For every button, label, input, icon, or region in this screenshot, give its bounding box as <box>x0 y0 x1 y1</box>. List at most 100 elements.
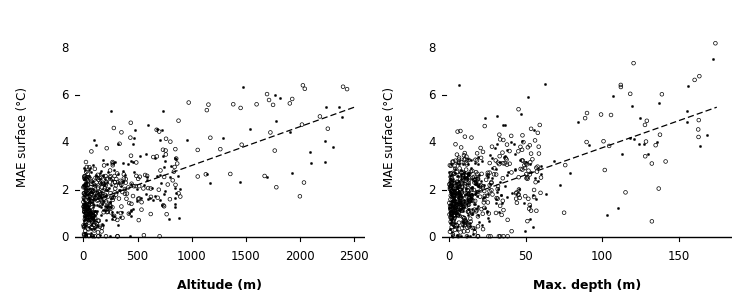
Point <box>456 176 468 181</box>
Point <box>444 197 456 202</box>
Point <box>84 212 96 217</box>
Point <box>82 226 94 231</box>
Point <box>85 191 97 196</box>
Point <box>450 211 462 216</box>
Point <box>448 212 460 217</box>
Point <box>460 204 472 209</box>
Point <box>447 170 459 175</box>
Point <box>493 234 505 239</box>
Point <box>100 194 112 199</box>
Point <box>444 212 456 216</box>
Point <box>89 193 101 198</box>
Point <box>444 169 456 174</box>
Point <box>90 183 102 188</box>
Point <box>142 122 154 127</box>
Point <box>498 137 509 142</box>
Point <box>464 192 476 197</box>
Point <box>459 176 471 181</box>
Point <box>98 179 110 184</box>
Point <box>449 170 461 175</box>
Point <box>158 203 170 208</box>
Point <box>115 184 127 189</box>
Point <box>444 177 456 182</box>
Point <box>460 219 472 224</box>
Point <box>80 192 92 196</box>
Point <box>512 192 524 197</box>
Point <box>452 213 464 218</box>
Point <box>447 234 459 239</box>
Point <box>81 180 93 185</box>
Point <box>471 151 483 156</box>
Point <box>518 140 530 145</box>
Point <box>106 212 118 217</box>
Point <box>466 168 478 173</box>
Point <box>156 127 168 132</box>
Point <box>453 155 465 160</box>
Point <box>459 220 471 225</box>
Point <box>116 130 128 135</box>
Point <box>457 173 469 178</box>
Point <box>169 164 181 169</box>
Point <box>472 203 484 208</box>
Point <box>83 225 95 230</box>
Point <box>515 167 527 171</box>
Point <box>119 192 131 196</box>
Point <box>502 234 514 239</box>
Point <box>96 181 108 186</box>
Point <box>481 209 493 214</box>
Point <box>294 194 306 199</box>
Point <box>79 202 91 207</box>
Point <box>170 182 182 187</box>
Point <box>445 202 457 207</box>
Point <box>78 199 90 204</box>
Point <box>88 228 100 233</box>
Point <box>517 158 529 163</box>
Point <box>710 41 722 46</box>
Point <box>492 160 504 165</box>
Point <box>107 161 119 166</box>
Point <box>583 142 595 147</box>
Point <box>93 171 105 176</box>
Text: 4: 4 <box>428 136 436 149</box>
Point <box>453 201 465 206</box>
Point <box>452 205 464 209</box>
Point <box>503 149 515 154</box>
Point <box>497 176 509 181</box>
Point <box>444 206 456 211</box>
Point <box>107 205 119 210</box>
Point <box>490 172 502 177</box>
Point <box>650 143 662 148</box>
Point <box>157 109 169 114</box>
Point <box>111 217 123 222</box>
Point <box>106 209 118 214</box>
Point <box>693 74 705 79</box>
Point <box>444 220 456 225</box>
Point <box>108 174 120 178</box>
Point <box>505 140 517 144</box>
Point <box>491 196 503 201</box>
Point <box>521 162 533 167</box>
Point <box>447 206 459 211</box>
Point <box>627 137 639 142</box>
Point <box>78 191 90 196</box>
Point <box>462 172 474 177</box>
Point <box>155 168 167 173</box>
Point <box>707 57 719 61</box>
Point <box>93 192 105 197</box>
Point <box>319 139 331 144</box>
Point <box>130 160 142 165</box>
Point <box>468 179 480 184</box>
Point <box>94 232 106 237</box>
Point <box>81 164 93 169</box>
Point <box>525 126 537 131</box>
Point <box>473 220 485 225</box>
Point <box>108 194 120 199</box>
Point <box>450 205 462 210</box>
Point <box>529 138 541 143</box>
Point <box>261 92 273 96</box>
Point <box>151 126 163 131</box>
Point <box>158 192 170 197</box>
Point <box>449 201 461 206</box>
Point <box>449 202 461 207</box>
Point <box>518 201 530 206</box>
